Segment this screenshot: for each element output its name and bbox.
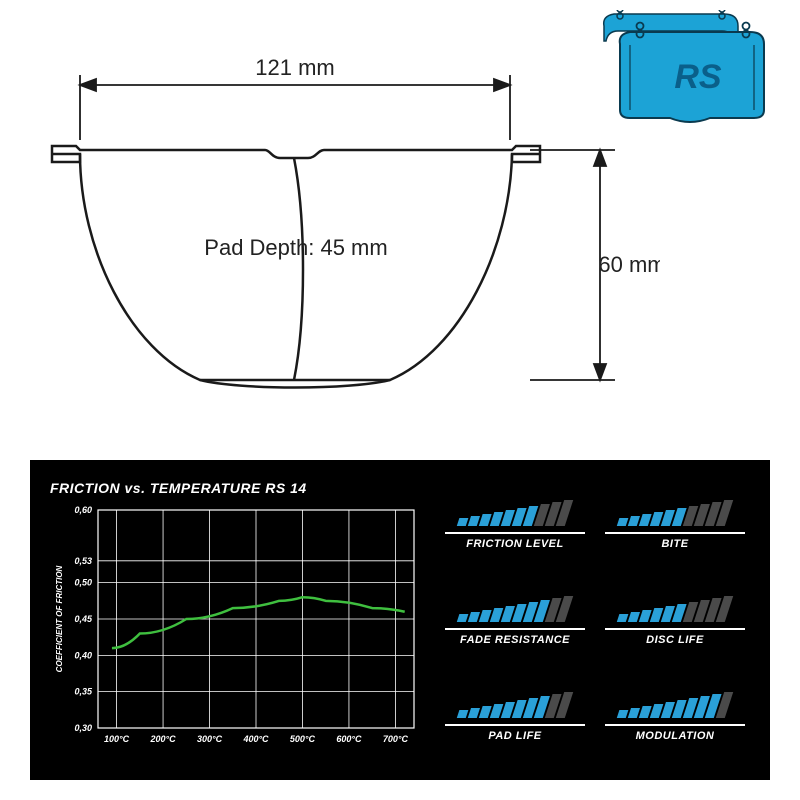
svg-text:COEFFICIENT OF FRICTION: COEFFICIENT OF FRICTION	[55, 565, 64, 672]
svg-text:0,60: 0,60	[74, 505, 92, 515]
height-dimension: 60 mm	[598, 252, 660, 277]
rating-bars	[457, 500, 573, 526]
ratings-grid: FRICTION LEVEL BITE FADE RESISTANCE DISC LI…	[420, 480, 750, 770]
rs-logo-text: RS	[674, 58, 722, 96]
rating-bar	[617, 614, 629, 622]
rating-label: DISC LIFE	[605, 628, 745, 646]
svg-text:0,30: 0,30	[74, 723, 92, 733]
pad-depth-label: Pad Depth: 45 mm	[204, 235, 387, 260]
rating-bars	[457, 596, 573, 622]
rating-bars	[617, 596, 733, 622]
rating-bar	[457, 614, 469, 622]
rating-bar	[617, 518, 629, 526]
rating-fade-resistance: FADE RESISTANCE	[440, 596, 590, 674]
svg-text:0,35: 0,35	[74, 687, 93, 697]
rating-label: BITE	[605, 532, 745, 550]
svg-text:0,40: 0,40	[74, 650, 92, 660]
chart-svg: 0,30 0,35 0,40 0,45 0,50 0,53 0,60 100°C 200°C 30…	[50, 504, 420, 754]
rating-pad-life: PAD LIFE	[440, 692, 590, 770]
rating-bite: BITE	[600, 500, 750, 578]
rating-bar	[457, 518, 469, 526]
pad-dimension-drawing: 121 mm 60 mm Pad Depth: 45 mm	[40, 50, 660, 420]
rating-bars	[617, 692, 733, 718]
rating-label: FADE RESISTANCE	[445, 628, 585, 646]
rating-label: FRICTION LEVEL	[445, 532, 585, 550]
friction-temperature-chart: FRICTION vs. TEMPERATURE RS 14 0,300,350…	[50, 480, 420, 760]
technical-drawing-panel: RS 121 mm 60 mm	[0, 0, 800, 440]
performance-panel: FRICTION vs. TEMPERATURE RS 14 0,300,350…	[30, 460, 770, 780]
chart-title: FRICTION vs. TEMPERATURE RS 14	[50, 480, 420, 496]
svg-text:400°C: 400°C	[242, 734, 269, 744]
svg-text:0,45: 0,45	[74, 614, 93, 624]
svg-text:500°C: 500°C	[290, 734, 316, 744]
svg-text:700°C: 700°C	[383, 734, 409, 744]
rating-disc-life: DISC LIFE	[600, 596, 750, 674]
rating-modulation: MODULATION	[600, 692, 750, 770]
width-dimension: 121 mm	[255, 55, 334, 80]
rating-bar	[617, 710, 629, 718]
rating-friction-level: FRICTION LEVEL	[440, 500, 590, 578]
svg-text:100°C: 100°C	[104, 734, 130, 744]
rating-label: PAD LIFE	[445, 724, 585, 742]
rating-label: MODULATION	[605, 724, 745, 742]
rating-bars	[457, 692, 573, 718]
rating-bars	[617, 500, 733, 526]
svg-text:600°C: 600°C	[336, 734, 362, 744]
svg-text:200°C: 200°C	[149, 734, 176, 744]
rating-bar	[457, 710, 469, 718]
svg-text:0,53: 0,53	[74, 556, 92, 566]
svg-text:300°C: 300°C	[197, 734, 223, 744]
svg-text:0,50: 0,50	[74, 578, 92, 588]
